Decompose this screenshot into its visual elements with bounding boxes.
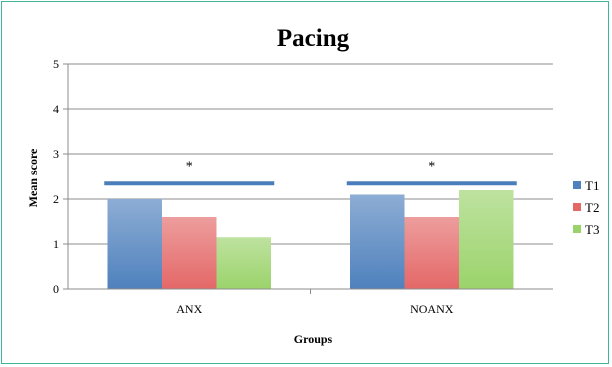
y-tick-labels: 0 1 2 3 4 5 [53, 57, 59, 296]
legend-label: T1 [585, 178, 599, 193]
y-tick-label: 0 [53, 282, 59, 296]
y-tick-label: 4 [53, 102, 59, 116]
legend: T1 T2 T3 [573, 178, 599, 237]
legend-swatch-t3 [573, 225, 581, 233]
x-tick-label: NOANX [410, 302, 454, 316]
y-tick-label: 2 [53, 192, 59, 206]
legend-label: T2 [585, 200, 599, 215]
bar-t1-noanx [350, 194, 405, 289]
x-axis-label: Groups [294, 332, 333, 346]
significance-star: * [186, 159, 193, 174]
x-tick-label: ANX [176, 302, 202, 316]
y-tick-label: 3 [53, 147, 59, 161]
y-tick-label: 1 [53, 237, 59, 251]
y-tick-label: 5 [53, 57, 59, 71]
y-axis-label: Mean score [26, 148, 40, 207]
x-tick-labels: ANX NOANX [176, 302, 453, 316]
legend-swatch-t2 [573, 203, 581, 211]
legend-swatch-t1 [573, 181, 581, 189]
legend-label: T3 [585, 222, 599, 237]
bar-t2-anx [162, 217, 217, 289]
significance-annotations: * * [104, 159, 517, 186]
bars [107, 190, 514, 289]
chart-title: Pacing [277, 25, 350, 52]
significance-star: * [428, 159, 435, 174]
bar-t3-anx [216, 237, 271, 289]
bar-t2-noanx [404, 217, 459, 289]
bar-t3-noanx [459, 190, 514, 289]
bar-t1-anx [107, 199, 162, 289]
axes [67, 64, 553, 294]
